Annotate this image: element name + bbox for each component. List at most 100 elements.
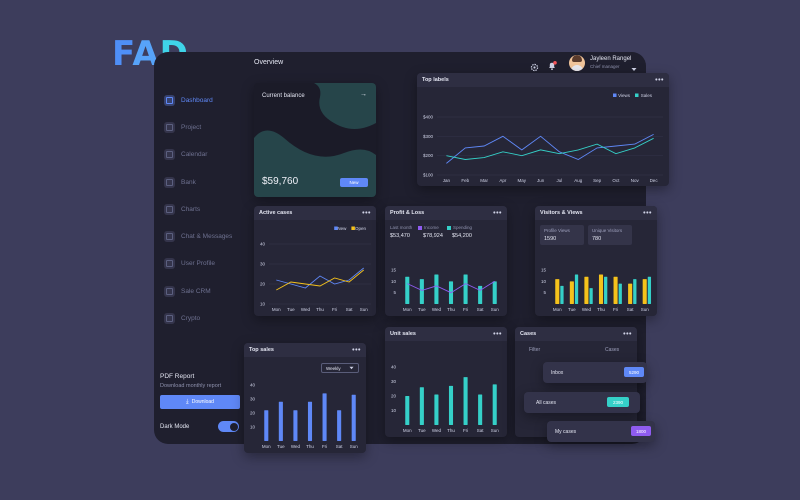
card-title: Active cases (259, 210, 293, 216)
arrow-right-icon[interactable]: → (360, 91, 367, 98)
bar (584, 276, 589, 304)
new-button[interactable]: New (340, 178, 368, 187)
case-row-inbox[interactable]: Inbox 5290 (543, 362, 647, 383)
logo-letter-f: F (112, 34, 133, 74)
sidebar-item-label: Bank (181, 178, 196, 186)
y-tick-label: 20 (250, 411, 256, 416)
balance-title: Current balance (262, 93, 305, 99)
card-title: Unit sales (390, 331, 416, 337)
case-row-mine[interactable]: My cases 1800 (547, 421, 655, 442)
x-tick-label: May (517, 178, 526, 183)
x-tick-label: Sun (360, 307, 369, 312)
legend-swatch (635, 93, 639, 97)
y-tick-label: 10 (541, 279, 547, 284)
card-header: Unit sales ••• (385, 327, 507, 341)
x-tick-label: Mon (553, 307, 562, 312)
legend-label: Open (355, 226, 367, 231)
bar (492, 384, 497, 425)
x-tick-label: Mon (403, 428, 412, 433)
x-tick-label: Nov (631, 178, 640, 183)
x-tick-label: Tue (418, 307, 426, 312)
avatar[interactable] (569, 55, 585, 71)
bar (307, 401, 313, 441)
series-line (446, 137, 654, 160)
bar (618, 283, 622, 304)
card-title: Profit & Loss (390, 210, 425, 216)
spending-legend-swatch (447, 225, 451, 230)
sidebar-item-label: Crypto (181, 314, 201, 322)
x-tick-label: Wed (291, 444, 301, 449)
bar (555, 279, 560, 304)
period-select[interactable]: Weekly (321, 363, 359, 373)
sidebar-item-user-profile[interactable]: User Profile (164, 254, 215, 272)
download-button[interactable]: ⤓ Download (160, 395, 240, 409)
visitors-views-card: Visitors & Views ••• Profile Views 1590 U… (535, 206, 657, 316)
project-icon (164, 121, 175, 133)
sidebar-item-bank[interactable]: Bank (164, 173, 196, 191)
bar (642, 279, 647, 304)
y-tick-label: 20 (260, 282, 266, 287)
more-options-icon[interactable]: ••• (362, 209, 371, 217)
bar (604, 276, 608, 304)
bar (613, 276, 618, 304)
bar (647, 276, 652, 304)
sidebar-item-calendar[interactable]: Calendar (164, 145, 207, 163)
y-tick-label: 5 (393, 290, 396, 295)
sidebar-item-project[interactable]: Project (164, 118, 201, 136)
card-header: Top labels ••• (417, 73, 669, 87)
x-tick-label: Mon (403, 307, 412, 312)
bar (434, 274, 439, 304)
x-tick-label: Wed (301, 307, 311, 312)
more-options-icon[interactable]: ••• (623, 330, 632, 338)
x-tick-label: Jul (557, 178, 563, 183)
bar (463, 377, 468, 425)
sidebar-item-charts[interactable]: Charts (164, 200, 200, 218)
bar (478, 394, 483, 425)
card-header: Active cases ••• (254, 206, 376, 220)
card-header: Top sales ••• (244, 343, 366, 357)
case-row-all[interactable]: All cases 2390 (524, 392, 640, 413)
top-labels-card: Top labels ••• $100 $200 $300 $400 Jan Feb Mar A… (417, 73, 669, 186)
x-tick-label: Sun (491, 307, 500, 312)
bar (589, 288, 593, 304)
legend-label: Sales (641, 93, 653, 98)
top-labels-chart: $100 $200 $300 $400 Jan Feb Mar Apr May Jun Jul Aug… (423, 93, 663, 183)
x-tick-label: Sat (346, 307, 354, 312)
cases-count-header: Cases (605, 347, 620, 353)
x-tick-label: Apr (499, 178, 507, 183)
y-tick-label: $100 (423, 173, 434, 178)
more-options-icon[interactable]: ••• (655, 76, 664, 84)
y-tick-label: 30 (250, 397, 256, 402)
download-label: Download (191, 399, 214, 405)
card-title: Cases (520, 331, 537, 337)
legend-swatch (334, 226, 338, 230)
sidebar-item-crypto[interactable]: Crypto (164, 309, 200, 327)
user-name: Jayleen Rangel (590, 56, 632, 62)
case-row-value: 2390 (607, 397, 629, 407)
more-options-icon[interactable]: ••• (493, 330, 502, 338)
sidebar-item-dashboard[interactable]: Dashboard (164, 91, 213, 109)
bar (278, 401, 283, 441)
sidebar-item-label: Project (181, 123, 202, 131)
stat-spending-label: Spending (447, 225, 472, 230)
bar (351, 394, 356, 441)
card-title: Visitors & Views (540, 210, 583, 216)
period-select-value: Weekly (326, 365, 341, 371)
more-options-icon[interactable]: ••• (643, 209, 652, 217)
bar (322, 393, 327, 441)
x-tick-label: Tue (568, 307, 576, 312)
x-tick-label: Fri (463, 428, 468, 433)
notification-bell-icon[interactable] (547, 58, 557, 71)
user-menu-chevron-icon[interactable] (631, 59, 637, 77)
stat-income-value: $78,924 (423, 233, 443, 239)
sidebar-item-chat[interactable]: Chat & Messages (164, 227, 232, 245)
bar (405, 276, 410, 304)
more-options-icon[interactable]: ••• (493, 209, 502, 217)
settings-icon[interactable] (530, 59, 539, 72)
x-tick-label: Tue (277, 444, 285, 449)
x-tick-label: Jan (443, 178, 451, 183)
sidebar-item-sale-crm[interactable]: Sale CRM (164, 282, 211, 300)
dark-mode-toggle[interactable] (218, 421, 239, 432)
x-tick-label: Fri (463, 307, 468, 312)
more-options-icon[interactable]: ••• (352, 346, 361, 354)
